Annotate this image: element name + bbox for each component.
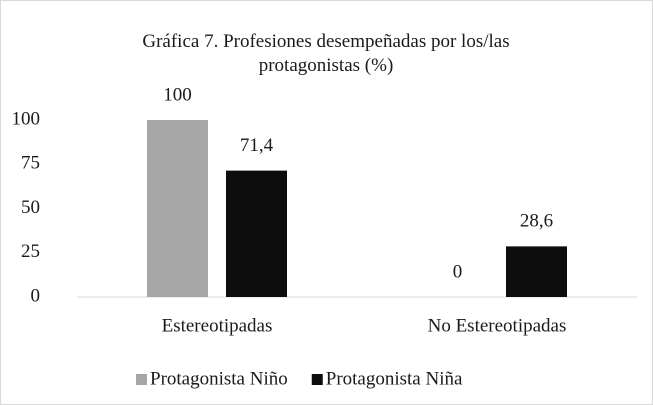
chart-title: Gráfica 7. Profesiones desempeñadas por … xyxy=(142,31,510,76)
bar xyxy=(147,120,208,297)
bar xyxy=(506,246,567,297)
legend-swatch xyxy=(311,374,323,385)
y-tick-label: 25 xyxy=(21,241,40,262)
y-tick-label: 75 xyxy=(21,153,40,174)
legend-label: Protagonista Niña xyxy=(326,368,463,389)
y-tick-label: 0 xyxy=(31,285,41,306)
value-label: 100 xyxy=(163,84,192,105)
y-tick-label: 50 xyxy=(21,197,40,218)
y-tick-label: 100 xyxy=(12,108,41,129)
value-label: 71,4 xyxy=(240,135,274,156)
bar xyxy=(226,170,287,297)
value-label: 0 xyxy=(453,261,463,282)
x-tick-label: Estereotipadas xyxy=(162,315,273,336)
x-tick-label: No Estereotipadas xyxy=(428,315,567,336)
value-label: 28,6 xyxy=(520,211,553,232)
legend-label: Protagonista Niño xyxy=(150,368,288,389)
legend-swatch xyxy=(136,374,147,385)
